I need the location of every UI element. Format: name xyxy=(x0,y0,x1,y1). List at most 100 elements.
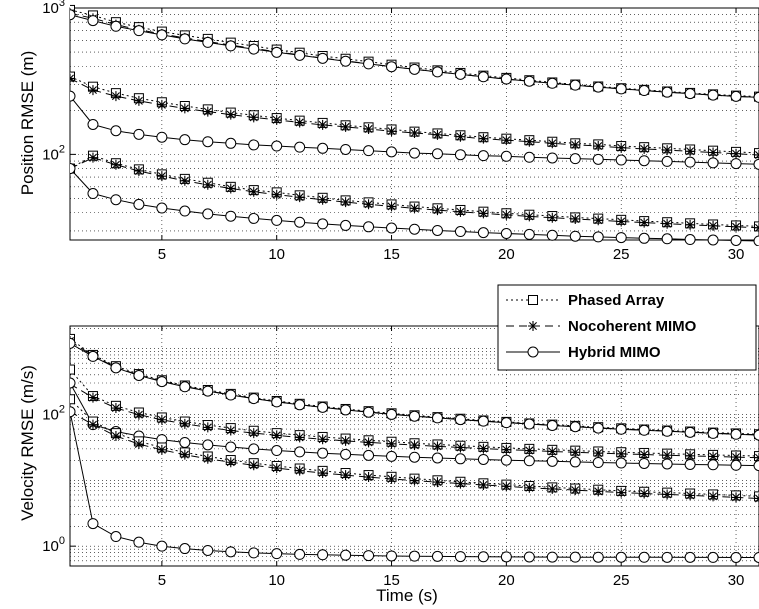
data-point xyxy=(661,458,673,470)
x-tick-label: 10 xyxy=(268,572,285,589)
data-point xyxy=(133,25,145,37)
data-point xyxy=(248,428,259,439)
data-point xyxy=(110,20,122,32)
data-point xyxy=(592,231,604,243)
data-point xyxy=(363,58,375,70)
data-point xyxy=(363,145,375,157)
data-point xyxy=(500,417,512,429)
data-point xyxy=(386,550,398,562)
data-point xyxy=(431,550,443,562)
data-point xyxy=(409,475,420,486)
data-point xyxy=(731,452,742,463)
data-point xyxy=(638,457,650,469)
data-point xyxy=(133,536,145,548)
data-point xyxy=(523,228,535,240)
data-point xyxy=(431,148,443,160)
data-point xyxy=(271,46,283,58)
series-line xyxy=(70,155,759,227)
data-point xyxy=(501,444,512,455)
data-point xyxy=(271,189,282,200)
x-tick-label: 30 xyxy=(728,246,745,263)
data-point xyxy=(501,135,512,146)
data-point xyxy=(386,201,397,212)
data-point xyxy=(477,453,489,465)
data-point xyxy=(179,381,191,393)
data-point xyxy=(156,202,168,214)
data-point xyxy=(248,460,259,471)
data-point xyxy=(638,155,650,167)
data-point xyxy=(87,392,98,403)
legend-label: Hybrid MIMO xyxy=(568,344,661,361)
data-point xyxy=(110,531,122,543)
x-tick-label: 30 xyxy=(728,572,745,589)
data-point xyxy=(592,457,604,469)
data-point xyxy=(616,216,627,227)
data-point xyxy=(317,468,328,479)
data-point xyxy=(730,459,742,471)
data-point xyxy=(363,437,374,448)
x-tick-label: 25 xyxy=(613,246,630,263)
y-tick-label: 102 xyxy=(42,143,65,163)
data-point xyxy=(386,450,398,462)
data-point xyxy=(317,194,328,205)
data-point xyxy=(87,350,99,362)
data-point xyxy=(639,143,650,154)
data-point xyxy=(202,385,214,397)
data-point xyxy=(248,393,260,405)
data-point xyxy=(524,482,535,493)
data-point xyxy=(662,450,673,461)
data-point xyxy=(225,109,236,120)
data-point xyxy=(615,154,627,166)
data-point xyxy=(179,175,190,186)
series-hybrid-mimo xyxy=(70,406,759,563)
data-point xyxy=(431,452,443,464)
data-point xyxy=(294,399,306,411)
data-point xyxy=(409,440,420,451)
data-point xyxy=(753,460,759,472)
data-point xyxy=(340,197,351,208)
data-point xyxy=(317,447,329,459)
data-point xyxy=(340,470,351,481)
data-point xyxy=(317,119,328,130)
data-point xyxy=(248,112,259,123)
data-point xyxy=(179,418,190,429)
data-point xyxy=(684,234,696,246)
data-point xyxy=(708,451,719,462)
data-point xyxy=(87,419,98,430)
data-point xyxy=(363,449,375,461)
data-point xyxy=(662,145,673,156)
data-point xyxy=(707,459,719,471)
data-point xyxy=(546,551,558,563)
data-point xyxy=(547,446,558,457)
data-point xyxy=(523,151,535,163)
data-point xyxy=(156,444,167,455)
data-point xyxy=(179,449,190,460)
data-point xyxy=(455,131,466,142)
data-point xyxy=(570,485,581,496)
data-point xyxy=(156,540,168,552)
data-point xyxy=(179,543,191,555)
data-point xyxy=(639,449,650,460)
data-point xyxy=(294,216,306,228)
data-point xyxy=(570,213,581,224)
series-nocoherent-mimo xyxy=(70,378,759,463)
x-tick-label: 5 xyxy=(158,246,166,263)
data-point xyxy=(294,117,305,128)
data-point xyxy=(570,447,581,458)
data-point xyxy=(110,125,122,137)
data-point xyxy=(340,448,352,460)
data-point xyxy=(523,75,535,87)
data-point xyxy=(87,518,99,530)
data-point xyxy=(271,430,282,441)
data-point xyxy=(431,412,443,424)
plot-area xyxy=(70,333,759,563)
data-point xyxy=(156,99,167,110)
data-point xyxy=(524,211,535,222)
data-point xyxy=(70,337,76,349)
data-point xyxy=(684,88,696,100)
data-point xyxy=(638,232,650,244)
data-point xyxy=(179,436,191,448)
data-point xyxy=(317,52,329,64)
data-point xyxy=(477,551,489,563)
data-point xyxy=(454,68,466,80)
